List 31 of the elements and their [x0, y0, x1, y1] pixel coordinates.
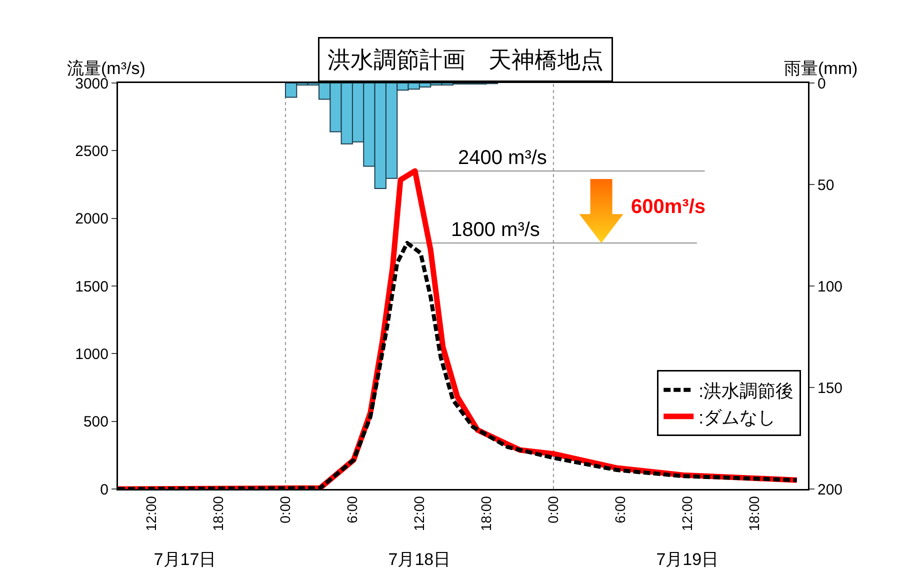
y-tick-label: 2500 — [75, 142, 108, 160]
x-tick-label: 12:00 — [678, 496, 695, 532]
chart-title: 洪水調節計画 天神橋地点 — [328, 46, 604, 72]
y-axis-title: 流量(m³/s) — [67, 59, 146, 78]
y-tick-label: 1500 — [75, 278, 108, 296]
y2-tick-label: 150 — [818, 380, 843, 397]
legend-label: :ダムなし — [698, 407, 776, 428]
annotation: 2400 m³/s — [458, 147, 547, 169]
y2-axis-title: 雨量(mm) — [784, 59, 858, 78]
x-tick-label: 12:00 — [411, 496, 428, 532]
y2-tick-label: 50 — [818, 176, 834, 194]
x-tick-label: 18:00 — [746, 496, 762, 532]
x2-tick-label: 7月17日 — [154, 550, 216, 569]
x-tick-label: 0:00 — [544, 496, 561, 524]
x-tick-label: 18:00 — [478, 496, 494, 532]
y2-tick-label: 100 — [818, 278, 843, 296]
y-tick-label: 2000 — [75, 210, 108, 228]
x2-tick-label: 7月19日 — [656, 550, 719, 569]
annotation: 600m³/s — [631, 196, 706, 218]
x-tick-label: 18:00 — [210, 496, 226, 532]
x-tick-label: 6:00 — [612, 496, 628, 524]
legend-label: :洪水調節後 — [698, 380, 794, 401]
y-tick-label: 0 — [100, 481, 108, 498]
y2-tick-label: 200 — [818, 481, 843, 498]
y-tick-label: 500 — [83, 414, 108, 431]
x-tick-label: 0:00 — [277, 496, 294, 524]
annotation: 1800 m³/s — [451, 219, 540, 241]
x-tick-label: 6:00 — [344, 496, 360, 524]
x2-tick-label: 7月18日 — [388, 550, 451, 569]
x-tick-label: 12:00 — [143, 496, 160, 532]
y-tick-label: 1000 — [75, 346, 108, 363]
